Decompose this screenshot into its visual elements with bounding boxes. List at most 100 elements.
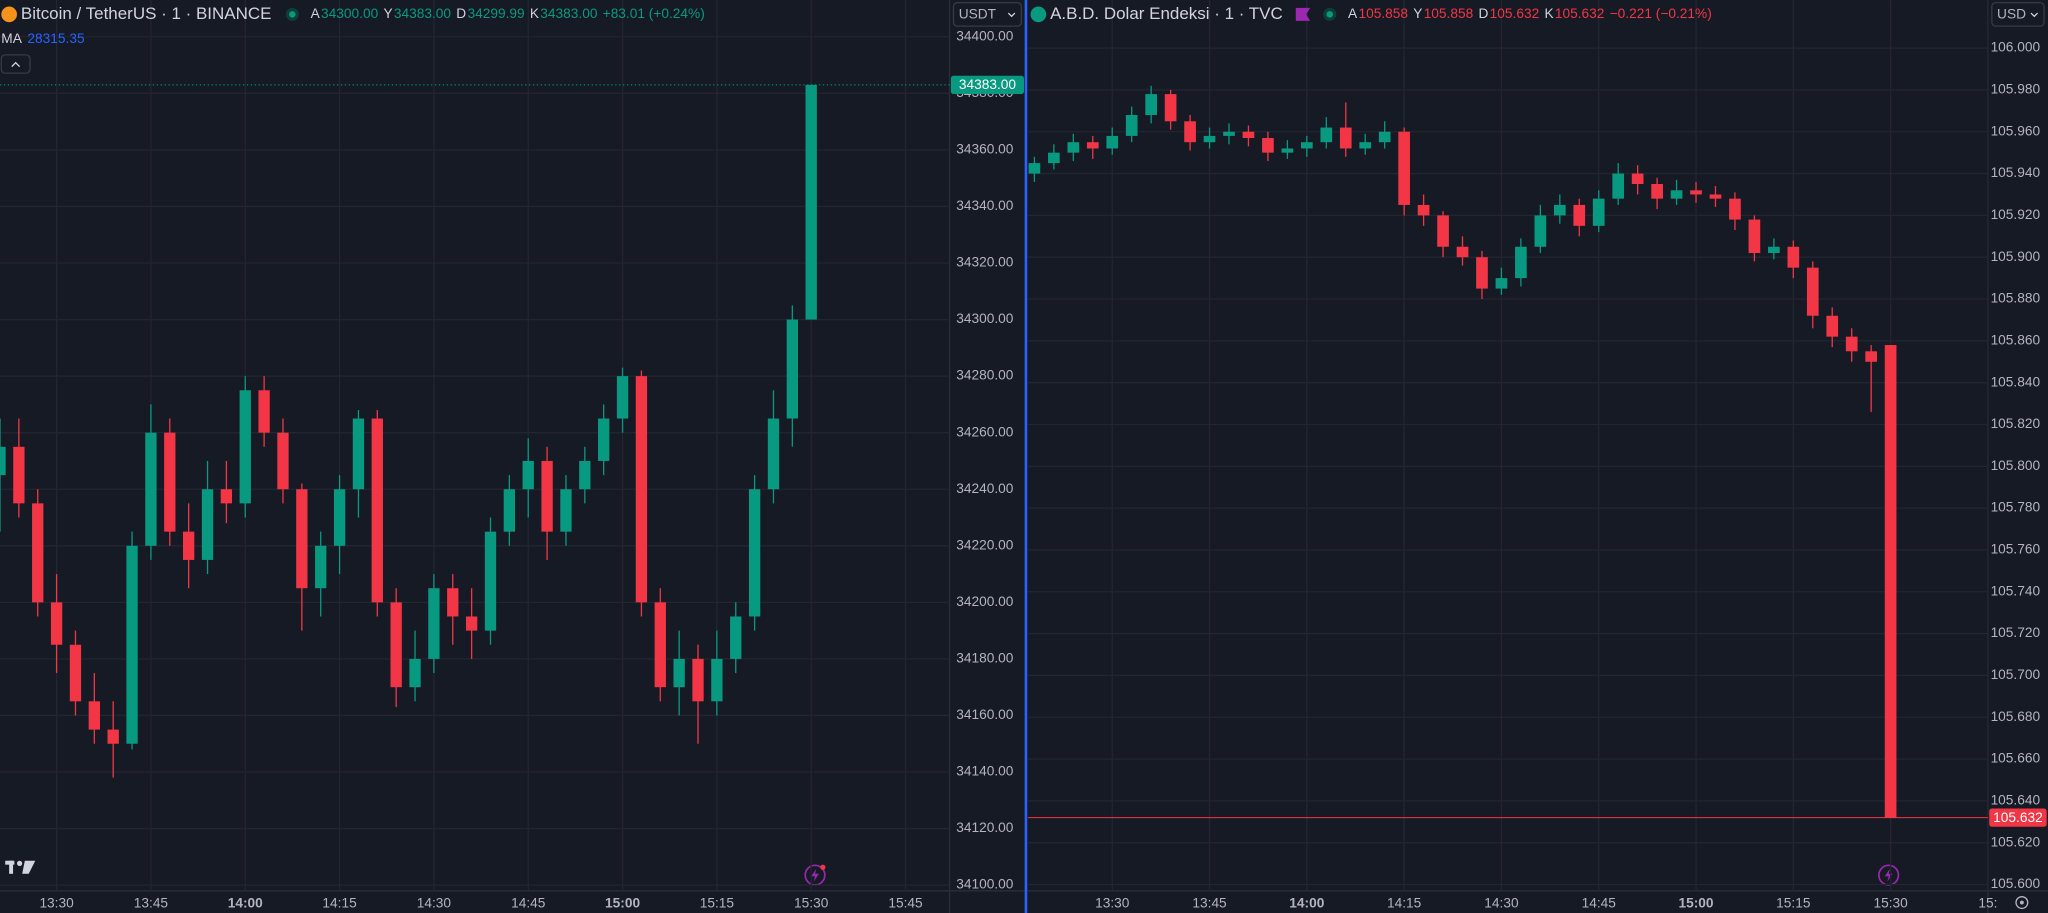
y-tick-label: 105.660: [1991, 751, 2041, 766]
candle-body: [1826, 315, 1839, 337]
candle-body: [1456, 246, 1469, 258]
x-tick-label: 15:30: [794, 895, 829, 910]
x-tick-label: 15:15: [700, 895, 735, 910]
y-tick-label: 34340.00: [956, 198, 1014, 213]
candle-body: [447, 588, 459, 617]
candle-body: [1281, 148, 1294, 153]
candle-body: [541, 460, 553, 532]
y-tick-label: 105.980: [1991, 82, 2041, 97]
y-tick-label: 105.860: [1991, 332, 2041, 347]
candle-body: [0, 446, 6, 476]
symbol-title: A.B.D. Dolar Endeksi · 1 · TVC: [1050, 4, 1283, 23]
x-tick-label: 14:15: [322, 895, 357, 910]
candle-body: [1125, 115, 1138, 136]
layer: [1027, 0, 1989, 891]
candle-body: [730, 616, 742, 659]
collapse-button[interactable]: [0, 54, 31, 74]
y-tick-label: 34220.00: [956, 537, 1014, 552]
dropdown-caret: [2030, 12, 2039, 18]
candle-body: [296, 489, 308, 589]
ohlc-key: K: [1544, 6, 1553, 21]
x-tick-label: 15:30: [1873, 895, 1908, 910]
candle-body: [1067, 142, 1080, 153]
candle-body: [1729, 198, 1741, 220]
candle-body: [748, 489, 761, 617]
candle-body: [1748, 219, 1761, 254]
candle-body: [598, 418, 610, 461]
candle-body: [315, 545, 327, 589]
currency-label: USDT: [959, 7, 997, 22]
indicator-name: MA: [1, 31, 22, 46]
candle-body: [1164, 94, 1177, 122]
ohlc-value: 34300.00: [321, 6, 379, 21]
candle-body: [1437, 215, 1449, 247]
candle-body: [390, 602, 402, 688]
candle-body: [126, 545, 138, 744]
candle-body: [1184, 121, 1196, 143]
y-tick-label: 105.620: [1991, 834, 2041, 849]
candle-body: [1592, 198, 1605, 226]
x-tick-label: 15:: [1978, 895, 1997, 910]
y-tick-label: 105.600: [1991, 876, 2041, 891]
candle-body: [1515, 246, 1527, 279]
candle-body: [1631, 173, 1644, 185]
candle-body: [1203, 135, 1216, 143]
y-tick-label: 34280.00: [956, 368, 1014, 383]
ohlc-key: A: [1348, 6, 1358, 21]
candle-body: [1378, 131, 1391, 143]
x-tick-label: 13:45: [1192, 895, 1227, 910]
candle-body: [239, 390, 251, 504]
candle-body: [1242, 131, 1255, 139]
candle-body: [1320, 127, 1333, 143]
ohlc-value: 105.858: [1358, 6, 1408, 21]
candle-body: [1223, 131, 1235, 136]
y-tick-label: 105.800: [1991, 458, 2041, 473]
candle-body: [1086, 142, 1099, 149]
last-price-label: 34383.00: [959, 77, 1017, 92]
candle-body: [522, 460, 534, 490]
x-tick-label: 14:00: [228, 895, 263, 910]
y-tick-label: 34140.00: [956, 764, 1014, 779]
candle-body: [1709, 194, 1722, 199]
ohlc-key: Y: [383, 6, 392, 21]
candle-body: [1048, 152, 1060, 164]
x-tick-label: 15:00: [605, 895, 640, 910]
ohlc-key: Y: [1413, 6, 1422, 21]
y-tick-label: 105.680: [1991, 709, 2041, 724]
currency-label: USD: [1997, 7, 2026, 22]
candle-body: [484, 531, 497, 631]
candle-body: [767, 418, 780, 490]
status-dot: [1326, 11, 1334, 18]
symbol-title: Bitcoin / TetherUS · 1 · BINANCE: [21, 4, 272, 23]
candle-body: [1339, 127, 1352, 149]
candle-body: [201, 489, 214, 560]
candle-body: [786, 319, 799, 419]
currency-dropdown[interactable]: [952, 1, 1023, 27]
y-tick-label: 105.840: [1991, 374, 2041, 389]
indicator-value: 28315.35: [27, 31, 85, 46]
candle-body: [1768, 246, 1780, 254]
candle-body: [1553, 204, 1566, 216]
x-tick-label: 15:15: [1776, 895, 1811, 910]
candle-body: [1495, 278, 1508, 289]
candle-body: [616, 376, 629, 419]
currency-dropdown[interactable]: [1991, 1, 2045, 27]
y-tick-label: 105.760: [1991, 542, 2041, 557]
y-tick-label: 34400.00: [956, 28, 1014, 43]
candle-body: [145, 432, 157, 546]
price-change: +83.01 (+0.24%): [603, 6, 705, 21]
x-tick-label: 15:00: [1678, 895, 1713, 910]
candle-body: [371, 418, 383, 603]
candle-body: [1398, 131, 1410, 205]
y-tick-label: 105.740: [1991, 583, 2041, 598]
candle-body: [428, 588, 440, 659]
candle-body: [352, 418, 365, 490]
candle-body: [1612, 173, 1625, 199]
y-tick-label: 34120.00: [956, 820, 1014, 835]
settings-icon[interactable]: [2015, 896, 2029, 910]
x-tick-label: 14:15: [1387, 895, 1422, 910]
candle-body: [1476, 257, 1488, 289]
y-tick-label: 34160.00: [956, 707, 1014, 722]
candle-body: [1670, 190, 1683, 199]
